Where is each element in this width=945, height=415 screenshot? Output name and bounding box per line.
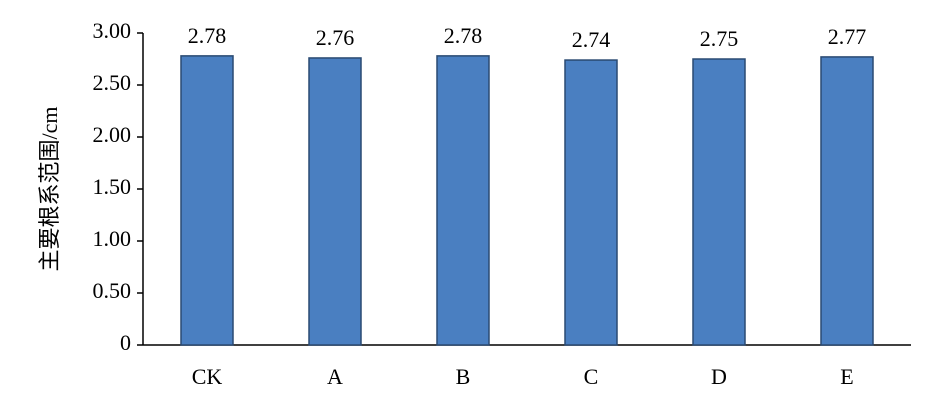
bar — [308, 57, 362, 346]
y-tick-label: 1.50 — [93, 174, 132, 199]
x-tick-label: B — [456, 364, 471, 389]
y-tick-label: 0 — [120, 330, 131, 355]
value-label: 2.78 — [188, 23, 227, 48]
value-label: 2.75 — [700, 26, 739, 51]
value-label: 2.74 — [572, 27, 611, 52]
x-tick-label: D — [711, 364, 727, 389]
value-label: 2.77 — [828, 24, 867, 49]
x-tick-label: CK — [192, 364, 223, 389]
bar — [820, 56, 874, 346]
bar — [564, 59, 618, 346]
value-label: 2.76 — [316, 25, 355, 50]
bar — [692, 58, 746, 346]
y-tick-label: 2.50 — [93, 70, 132, 95]
x-tick-label: C — [584, 364, 599, 389]
y-axis-label: 主要根系范围/cm — [37, 107, 62, 272]
value-label: 2.78 — [444, 23, 483, 48]
x-tick-label: A — [327, 364, 343, 389]
y-tick-label: 3.00 — [93, 18, 132, 43]
x-tick-label: E — [840, 364, 853, 389]
bar — [436, 55, 490, 346]
y-tick-label: 2.00 — [93, 122, 132, 147]
y-tick-label: 0.50 — [93, 278, 132, 303]
y-tick-label: 1.00 — [93, 226, 132, 251]
bar — [180, 55, 234, 346]
